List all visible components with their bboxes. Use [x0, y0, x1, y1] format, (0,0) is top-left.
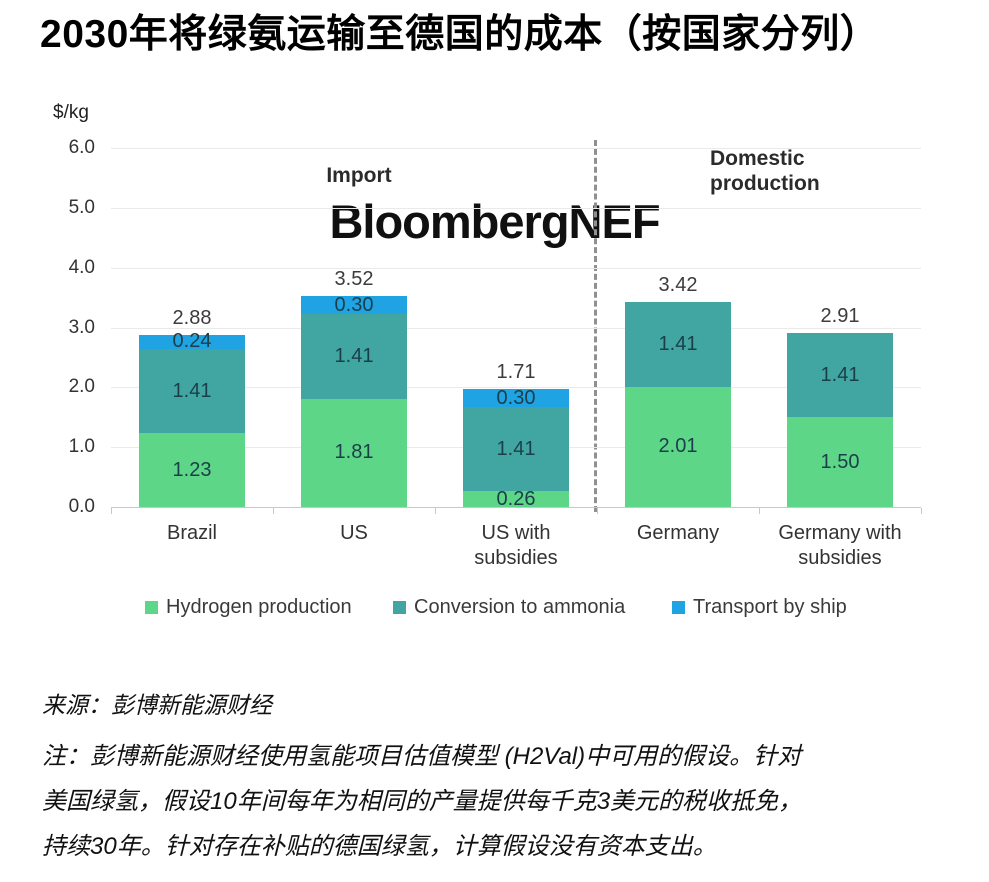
- x-axis-label: Germany with subsidies: [778, 522, 902, 569]
- x-axis-label: US: [340, 522, 368, 544]
- import-domestic-divider-line: [594, 140, 597, 512]
- bar-total-label: 2.88: [172, 306, 212, 329]
- legend-item: Conversion to ammonia: [393, 596, 625, 619]
- legend-swatch: [393, 601, 406, 614]
- note-line: 注：彭博新能源财经使用氢能项目估值模型 (H2Val)中可用的假设。针对: [42, 743, 802, 770]
- x-axis-tick: [921, 508, 922, 514]
- y-tick-label: 6.0: [68, 137, 95, 158]
- group-label-domestic: Domestic production: [710, 147, 820, 195]
- y-tick-label: 1.0: [68, 436, 95, 458]
- segment-value-label: 0.30: [334, 293, 374, 316]
- bar-total-label: 1.71: [496, 361, 536, 384]
- grid-line: [111, 327, 921, 329]
- y-tick-label: 5.0: [68, 196, 95, 218]
- y-tick-label: 2.0: [68, 376, 95, 398]
- x-axis-label: Germany: [636, 522, 720, 544]
- page-title: 2030年将绿氨运输至德国的成本（按国家分列）: [40, 13, 880, 56]
- bar-segment: 2.01: [625, 386, 731, 507]
- bar-segment: 1.23: [139, 433, 245, 507]
- bar-segment: 1.50: [787, 417, 893, 507]
- segment-value-label: 1.23: [172, 458, 212, 481]
- bar-segment: 1.81: [301, 398, 407, 507]
- y-tick-label: 3.0: [68, 316, 95, 338]
- x-axis-tick: [435, 508, 436, 514]
- grid-line: [111, 387, 921, 389]
- legend-label: Hydrogen production: [166, 596, 352, 618]
- segment-value-label: 1.41: [496, 437, 536, 460]
- legend-swatch: [672, 601, 685, 614]
- bar-total-label: 3.52: [334, 268, 374, 291]
- x-axis-label: US with subsidies: [474, 522, 558, 569]
- grid-line: [111, 207, 921, 209]
- bar-total-label: 3.42: [658, 274, 698, 297]
- x-axis-tick: [597, 508, 598, 514]
- y-tick-label: 4.0: [68, 256, 95, 278]
- bar-segment: 1.41: [463, 407, 569, 492]
- segment-value-label: 0.30: [496, 386, 536, 409]
- y-axis-unit-label: $/kg: [53, 102, 89, 123]
- source-text: 来源：彭博新能源财经: [42, 692, 272, 718]
- bar-segment: 1.41: [787, 332, 893, 418]
- note-line: 美国绿氢，假设10年间每年为相同的产量提供每千克3美元的税收抵免，: [42, 788, 803, 815]
- bar-segment: 1.41: [139, 349, 245, 434]
- segment-value-label: 1.41: [172, 379, 212, 402]
- bar-segment: 0.26: [463, 488, 569, 510]
- x-axis-tick: [273, 508, 274, 514]
- legend-item: Hydrogen production: [145, 596, 352, 619]
- segment-value-label: 1.81: [334, 441, 374, 464]
- grid-line: [111, 267, 921, 269]
- bar-total-label: 2.91: [820, 304, 860, 327]
- x-axis-tick: [759, 508, 760, 514]
- segment-value-label: 1.41: [334, 344, 374, 367]
- y-tick-label: 0.0: [68, 496, 95, 517]
- x-axis-label: Brazil: [166, 522, 217, 544]
- x-axis-tick: [111, 508, 112, 514]
- note-line: 持续30年。针对存在补贴的德国绿氢，计算假设没有资本支出。: [42, 833, 717, 860]
- segment-value-label: 1.50: [820, 450, 860, 473]
- grid-line: [111, 148, 921, 149]
- segment-value-label: 1.41: [658, 333, 698, 356]
- note-text: 注：彭博新能源财经使用氢能项目估值模型 (H2Val)中可用的假设。针对 美国绿氢…: [42, 734, 982, 869]
- bar-segment: 0.30: [301, 293, 407, 316]
- group-label-import: Import: [326, 164, 392, 187]
- grid-line: [111, 507, 921, 508]
- legend-label: Transport by ship: [693, 596, 847, 618]
- legend-item: Transport by ship: [672, 596, 847, 619]
- bar-segment: 0.30: [463, 386, 569, 409]
- bloombergnef-watermark: BloombergNEF: [329, 195, 660, 248]
- segment-value-label: 0.26: [496, 487, 536, 510]
- legend-swatch: [145, 601, 158, 614]
- bar-segment: 1.41: [625, 302, 731, 387]
- segment-value-label: 1.41: [820, 363, 860, 386]
- bar-segment: 0.24: [139, 330, 245, 352]
- segment-value-label: 0.24: [172, 330, 212, 353]
- segment-value-label: 2.01: [658, 435, 698, 458]
- legend-label: Conversion to ammonia: [414, 596, 626, 618]
- bar-segment: 1.41: [301, 314, 407, 399]
